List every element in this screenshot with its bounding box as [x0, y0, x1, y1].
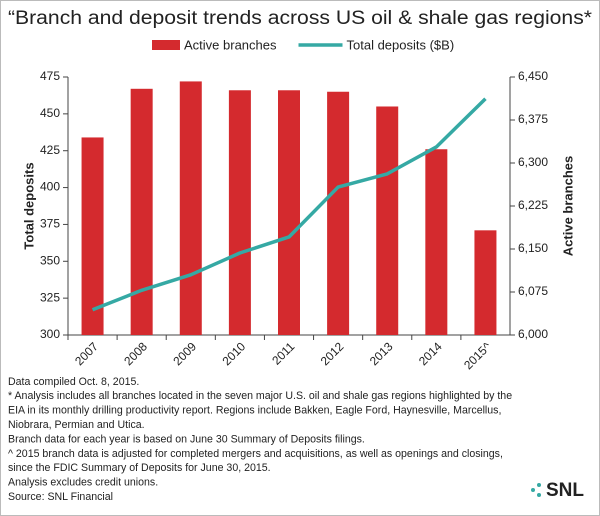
y-tick-label: 325	[40, 290, 60, 304]
bar	[474, 230, 497, 335]
y2-tick-label: 6,150	[518, 241, 548, 255]
y-tick-label: 350	[40, 253, 60, 267]
legend-label: Total deposits ($B)	[347, 37, 455, 52]
y-tick-label: 450	[40, 106, 60, 120]
y-tick-label: 425	[40, 143, 60, 157]
footnote: ^ 2015 branch data is adjusted for compl…	[8, 448, 503, 460]
logo-dot	[537, 483, 541, 487]
chart-title: “Branch and deposit trends across US oil…	[8, 8, 593, 29]
footnote: * Analysis includes all branches located…	[8, 390, 512, 402]
bar	[179, 81, 202, 336]
y-tick-label: 300	[40, 327, 60, 341]
y2-tick-label: 6,075	[518, 284, 548, 298]
bar	[278, 90, 300, 335]
bar	[425, 149, 448, 335]
legend-swatch	[152, 40, 180, 50]
y-tick-label: 400	[40, 180, 60, 194]
footnote: Analysis excludes credit unions.	[8, 477, 158, 489]
y2-tick-label: 6,000	[518, 327, 548, 341]
bar	[228, 90, 251, 335]
legend-label: Active branches	[184, 37, 277, 52]
y2-tick-label: 6,225	[518, 198, 548, 212]
y2-axis-title: Active branches	[560, 156, 575, 256]
y2-tick-label: 6,375	[518, 112, 548, 126]
y-tick-label: 475	[40, 69, 60, 83]
bar	[130, 88, 153, 336]
line	[91, 97, 487, 312]
bar	[327, 91, 350, 335]
y-axis-title: Total deposits	[21, 162, 36, 249]
footnote: Niobrara, Permian and Utica.	[8, 419, 145, 431]
logo-text: SNL	[546, 480, 584, 501]
footnote: EIA in its monthly drilling productivity…	[8, 405, 501, 417]
bar	[81, 137, 104, 335]
logo-dot	[537, 493, 541, 497]
y2-tick-label: 6,450	[518, 69, 548, 83]
y2-tick-label: 6,300	[518, 155, 548, 169]
logo-dot	[531, 488, 535, 492]
footnote: since the FDIC Summary of Deposits for J…	[8, 462, 271, 474]
footnote: Source: SNL Financial	[8, 491, 113, 503]
y-tick-label: 375	[40, 217, 60, 231]
logo: SNL	[531, 480, 584, 501]
footnote: Data compiled Oct. 8, 2015.	[8, 376, 139, 388]
footnote: Branch data for each year is based on Ju…	[8, 433, 365, 445]
bar	[376, 106, 399, 335]
